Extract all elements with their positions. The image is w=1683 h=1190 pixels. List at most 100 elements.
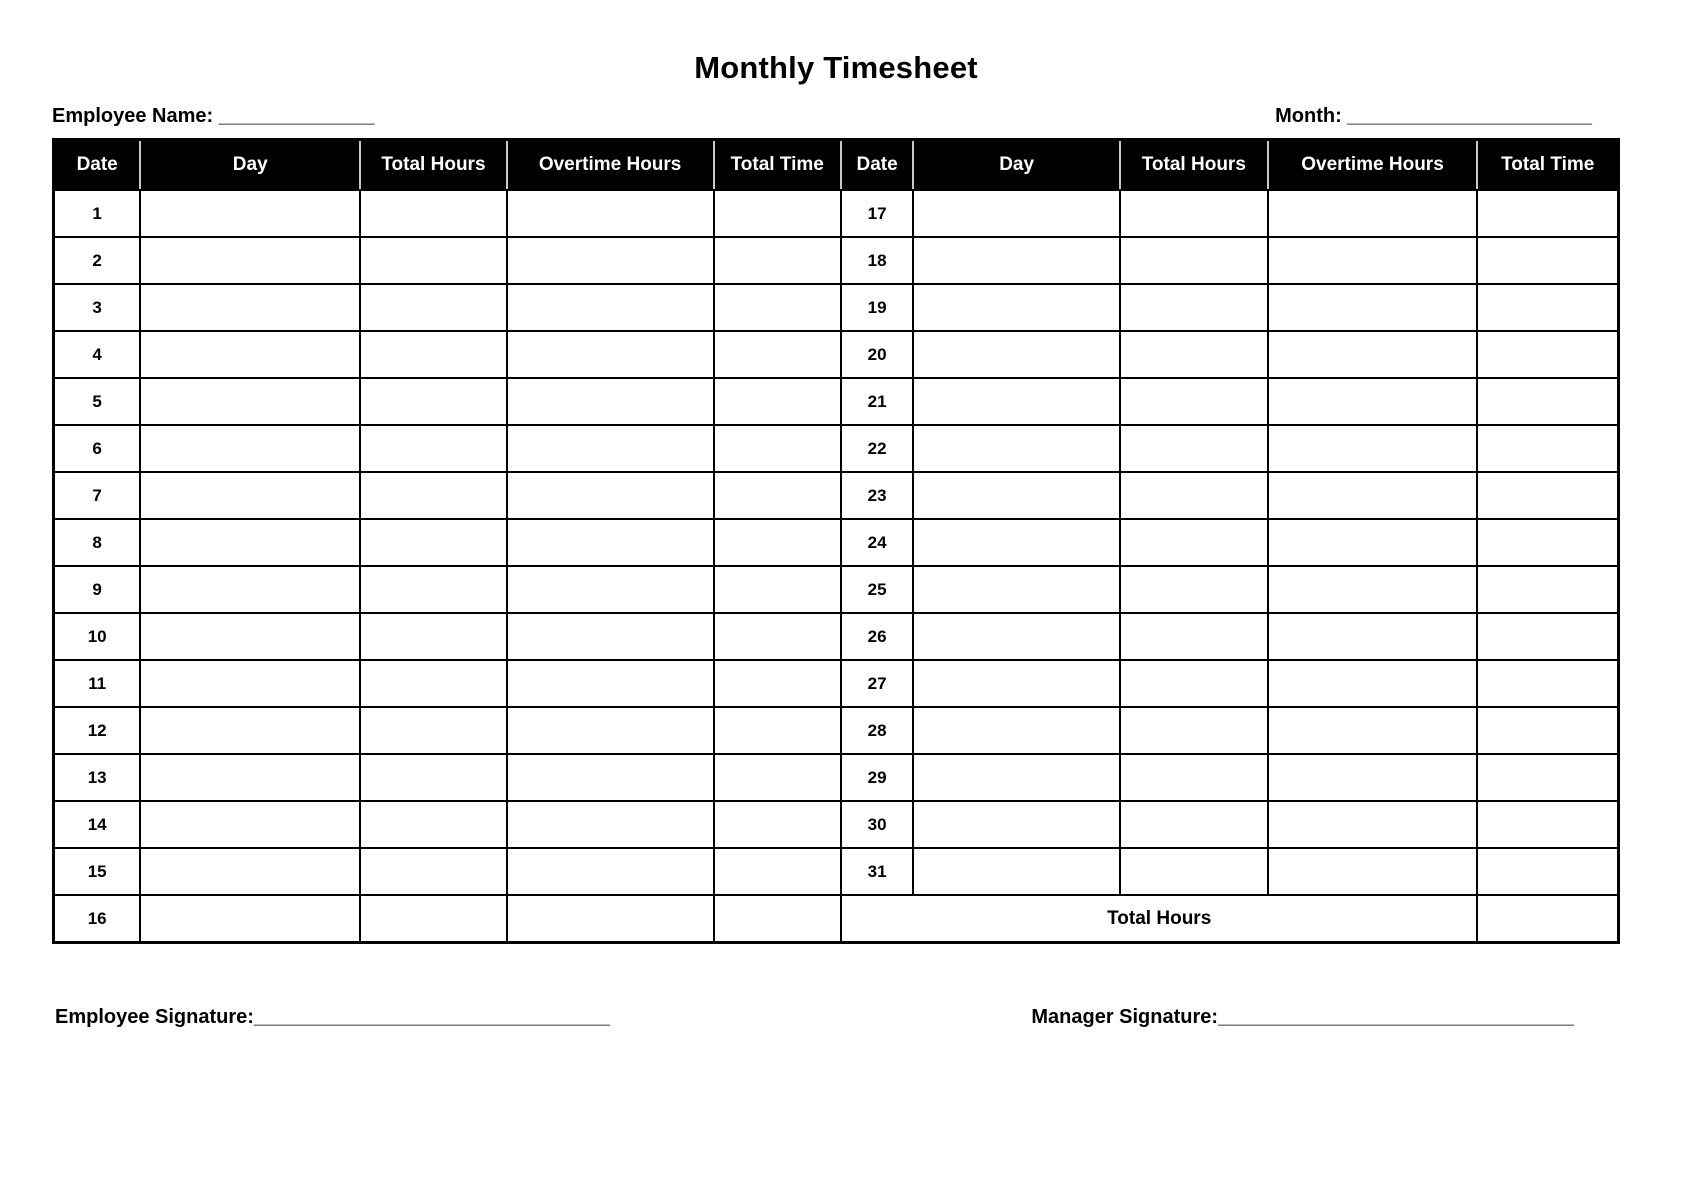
- overtime-hours-cell[interactable]: [1266, 189, 1477, 236]
- overtime-hours-cell[interactable]: [505, 330, 713, 377]
- total-hours-cell[interactable]: [359, 330, 506, 377]
- day-cell[interactable]: [912, 518, 1120, 565]
- day-cell[interactable]: [139, 236, 360, 283]
- day-cell[interactable]: [139, 189, 360, 236]
- total-time-cell[interactable]: [1476, 236, 1617, 283]
- total-hours-cell[interactable]: [359, 800, 506, 847]
- overtime-hours-cell[interactable]: [1266, 659, 1477, 706]
- total-hours-cell[interactable]: [359, 706, 506, 753]
- total-time-cell[interactable]: [1476, 518, 1617, 565]
- total-hours-cell[interactable]: [359, 847, 506, 894]
- day-cell[interactable]: [912, 283, 1120, 330]
- total-hours-cell[interactable]: [1119, 330, 1267, 377]
- total-time-cell[interactable]: [1476, 612, 1617, 659]
- overtime-hours-cell[interactable]: [505, 377, 713, 424]
- day-cell[interactable]: [139, 377, 360, 424]
- day-cell[interactable]: [912, 471, 1120, 518]
- total-hours-cell[interactable]: [359, 283, 506, 330]
- day-cell[interactable]: [139, 330, 360, 377]
- overtime-hours-cell[interactable]: [1266, 518, 1477, 565]
- overtime-hours-cell[interactable]: [505, 753, 713, 800]
- day-cell[interactable]: [912, 847, 1120, 894]
- day-cell[interactable]: [139, 659, 360, 706]
- total-hours-cell[interactable]: [359, 471, 506, 518]
- total-time-cell[interactable]: [712, 706, 840, 753]
- total-time-cell[interactable]: [712, 377, 840, 424]
- total-time-cell[interactable]: [712, 847, 840, 894]
- overtime-hours-cell[interactable]: [505, 847, 713, 894]
- overtime-hours-cell[interactable]: [505, 612, 713, 659]
- total-time-cell[interactable]: [1476, 330, 1617, 377]
- day-cell[interactable]: [139, 518, 360, 565]
- overtime-hours-cell[interactable]: [1266, 236, 1477, 283]
- total-hours-value-cell[interactable]: [1476, 894, 1617, 941]
- day-cell[interactable]: [139, 471, 360, 518]
- day-cell[interactable]: [912, 424, 1120, 471]
- total-time-cell[interactable]: [712, 894, 840, 941]
- overtime-hours-cell[interactable]: [505, 189, 713, 236]
- overtime-hours-cell[interactable]: [505, 471, 713, 518]
- day-cell[interactable]: [139, 283, 360, 330]
- total-hours-cell[interactable]: [1119, 800, 1267, 847]
- day-cell[interactable]: [912, 189, 1120, 236]
- total-hours-cell[interactable]: [1119, 612, 1267, 659]
- total-time-cell[interactable]: [1476, 565, 1617, 612]
- total-hours-cell[interactable]: [359, 659, 506, 706]
- total-hours-cell[interactable]: [1119, 283, 1267, 330]
- day-cell[interactable]: [912, 706, 1120, 753]
- overtime-hours-cell[interactable]: [1266, 612, 1477, 659]
- total-time-cell[interactable]: [712, 283, 840, 330]
- total-time-cell[interactable]: [712, 659, 840, 706]
- employee-signature-line[interactable]: ________________________________: [253, 1006, 610, 1028]
- total-hours-cell[interactable]: [1119, 471, 1267, 518]
- day-cell[interactable]: [912, 377, 1120, 424]
- total-hours-cell[interactable]: [1119, 706, 1267, 753]
- day-cell[interactable]: [912, 659, 1120, 706]
- total-hours-cell[interactable]: [359, 894, 506, 941]
- total-hours-cell[interactable]: [359, 189, 506, 236]
- total-time-cell[interactable]: [1476, 471, 1617, 518]
- total-time-cell[interactable]: [1476, 659, 1617, 706]
- total-time-cell[interactable]: [1476, 424, 1617, 471]
- overtime-hours-cell[interactable]: [505, 894, 713, 941]
- day-cell[interactable]: [139, 706, 360, 753]
- employee-name-line[interactable]: ______________: [218, 105, 375, 127]
- total-hours-cell[interactable]: [359, 753, 506, 800]
- overtime-hours-cell[interactable]: [505, 800, 713, 847]
- overtime-hours-cell[interactable]: [505, 236, 713, 283]
- overtime-hours-cell[interactable]: [505, 518, 713, 565]
- total-time-cell[interactable]: [712, 800, 840, 847]
- total-hours-cell[interactable]: [1119, 189, 1267, 236]
- total-time-cell[interactable]: [712, 565, 840, 612]
- total-time-cell[interactable]: [1476, 847, 1617, 894]
- overtime-hours-cell[interactable]: [1266, 424, 1477, 471]
- day-cell[interactable]: [139, 565, 360, 612]
- overtime-hours-cell[interactable]: [1266, 565, 1477, 612]
- total-hours-cell[interactable]: [1119, 847, 1267, 894]
- total-hours-cell[interactable]: [1119, 377, 1267, 424]
- day-cell[interactable]: [912, 236, 1120, 283]
- total-hours-cell[interactable]: [1119, 518, 1267, 565]
- total-time-cell[interactable]: [712, 471, 840, 518]
- total-hours-cell[interactable]: [1119, 236, 1267, 283]
- total-time-cell[interactable]: [1476, 800, 1617, 847]
- total-time-cell[interactable]: [1476, 706, 1617, 753]
- total-hours-cell[interactable]: [1119, 659, 1267, 706]
- overtime-hours-cell[interactable]: [1266, 847, 1477, 894]
- day-cell[interactable]: [139, 612, 360, 659]
- total-hours-cell[interactable]: [359, 612, 506, 659]
- overtime-hours-cell[interactable]: [1266, 377, 1477, 424]
- day-cell[interactable]: [139, 847, 360, 894]
- overtime-hours-cell[interactable]: [505, 706, 713, 753]
- overtime-hours-cell[interactable]: [1266, 706, 1477, 753]
- day-cell[interactable]: [139, 894, 360, 941]
- total-hours-cell[interactable]: [1119, 753, 1267, 800]
- total-time-cell[interactable]: [712, 424, 840, 471]
- overtime-hours-cell[interactable]: [1266, 471, 1477, 518]
- day-cell[interactable]: [912, 330, 1120, 377]
- total-hours-cell[interactable]: [359, 565, 506, 612]
- total-hours-cell[interactable]: [1119, 565, 1267, 612]
- overtime-hours-cell[interactable]: [505, 424, 713, 471]
- total-hours-cell[interactable]: [359, 424, 506, 471]
- total-hours-cell[interactable]: [359, 377, 506, 424]
